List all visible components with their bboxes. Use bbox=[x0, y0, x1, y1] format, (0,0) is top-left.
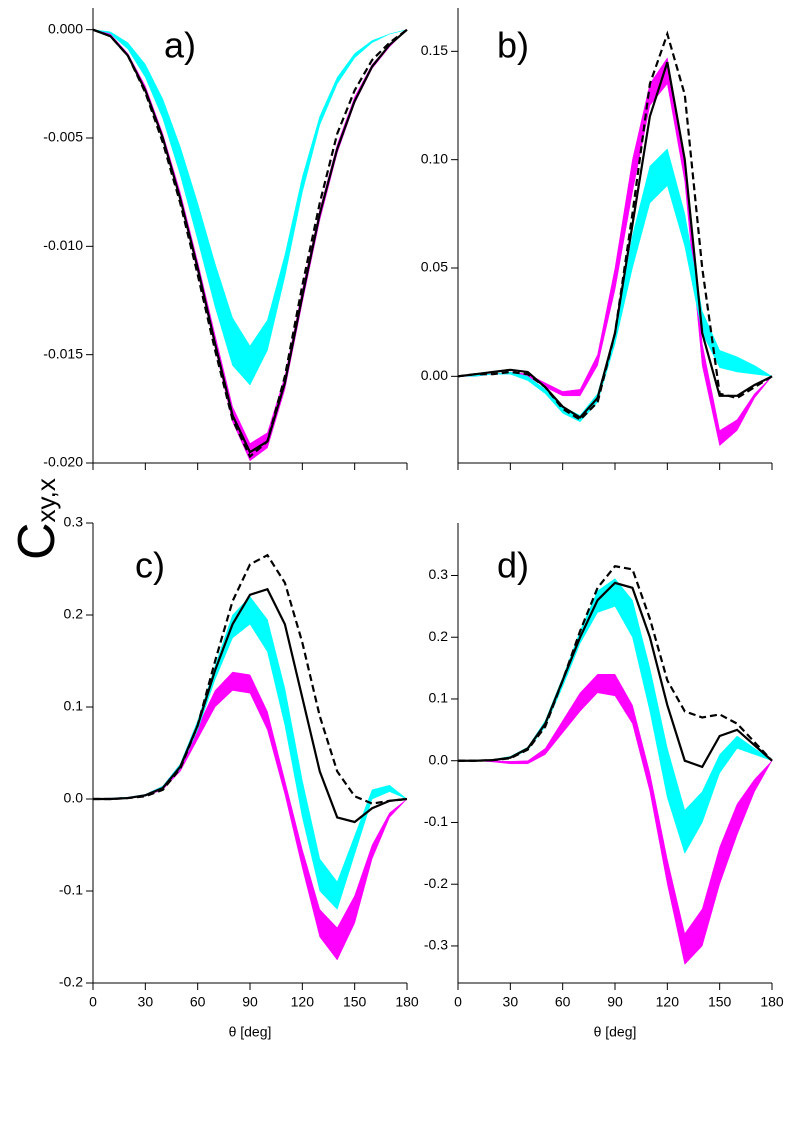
y-tick-label: 0.2 bbox=[429, 628, 449, 644]
y-tick-label: 0.0 bbox=[64, 790, 84, 806]
x-axis-label: θ [deg] bbox=[594, 1024, 637, 1040]
solid-line bbox=[457, 61, 773, 419]
y-tick-label: -0.2 bbox=[424, 875, 448, 891]
solid-line bbox=[458, 581, 773, 769]
solid-line bbox=[93, 587, 408, 824]
y-tick-label: 0.1 bbox=[64, 698, 84, 714]
dashed-line bbox=[93, 553, 408, 805]
solid-line bbox=[92, 28, 408, 454]
x-tick-label: 60 bbox=[555, 994, 571, 1010]
x-tick-label: 150 bbox=[343, 994, 367, 1010]
y-axis-label: Cxy,x bbox=[8, 478, 66, 560]
panel-label: d) bbox=[497, 545, 529, 586]
panel-label: b) bbox=[497, 25, 529, 66]
band bbox=[92, 671, 408, 961]
y-tick-label: -0.3 bbox=[424, 937, 448, 953]
dashed-line bbox=[92, 28, 408, 459]
y-tick-label: 0.0 bbox=[429, 751, 449, 767]
x-tick-label: 150 bbox=[708, 994, 732, 1010]
y-tick-label: 0.3 bbox=[429, 566, 449, 582]
x-tick-label: 180 bbox=[395, 994, 419, 1010]
y-tick-label: 0.10 bbox=[421, 150, 448, 166]
y-tick-label: -0.1 bbox=[424, 813, 448, 829]
x-tick-label: 120 bbox=[656, 994, 680, 1010]
y-label-main: C bbox=[8, 522, 66, 560]
x-tick-label: 120 bbox=[291, 994, 315, 1010]
y-tick-label: 0.00 bbox=[421, 367, 448, 383]
x-tick-label: 90 bbox=[607, 994, 623, 1010]
band bbox=[457, 57, 773, 447]
x-axis-label: θ [deg] bbox=[229, 1024, 272, 1040]
y-tick-label: -0.010 bbox=[43, 237, 83, 253]
x-tick-label: 90 bbox=[242, 994, 258, 1010]
band bbox=[92, 29, 408, 462]
y-tick-label: -0.015 bbox=[43, 345, 83, 361]
y-tick-label: 0.2 bbox=[64, 606, 84, 622]
y-tick-label: 0.3 bbox=[64, 514, 84, 530]
dashed-line bbox=[458, 565, 773, 762]
x-tick-label: 0 bbox=[89, 994, 97, 1010]
y-tick-label: -0.2 bbox=[59, 974, 83, 990]
y-tick-label: -0.020 bbox=[43, 454, 83, 470]
y-tick-label: 0.05 bbox=[421, 259, 448, 275]
band bbox=[92, 596, 408, 910]
y-label-sub: xy,x bbox=[31, 478, 61, 522]
x-tick-label: 180 bbox=[760, 994, 784, 1010]
y-tick-label: 0.15 bbox=[421, 42, 448, 58]
y-tick-label: 0.1 bbox=[429, 690, 449, 706]
x-tick-label: 0 bbox=[454, 994, 462, 1010]
panel-label: c) bbox=[135, 545, 165, 586]
y-tick-label: 0.000 bbox=[48, 20, 83, 36]
x-tick-label: 60 bbox=[190, 994, 206, 1010]
y-tick-label: -0.005 bbox=[43, 129, 83, 145]
y-tick-label: -0.1 bbox=[59, 882, 83, 898]
x-tick-label: 30 bbox=[503, 994, 519, 1010]
x-tick-label: 30 bbox=[138, 994, 154, 1010]
panel-label: a) bbox=[164, 25, 196, 66]
